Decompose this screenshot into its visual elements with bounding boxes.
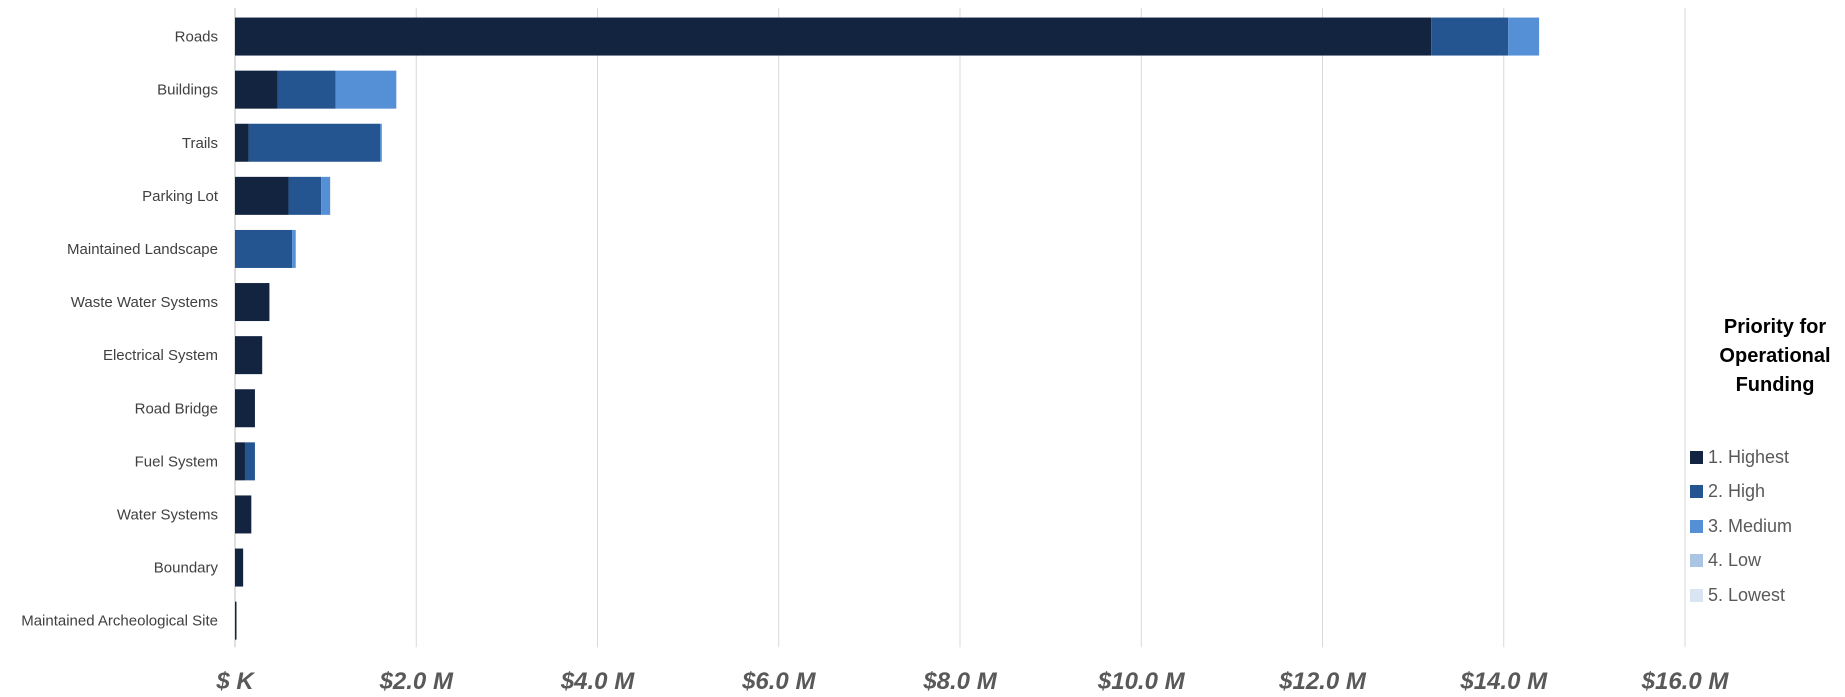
bar-segment: [1431, 17, 1509, 56]
bar-segment: [288, 176, 322, 215]
bar-segment: [235, 601, 237, 640]
legend-label: 5. Lowest: [1708, 584, 1786, 605]
legend-label: 2. High: [1708, 481, 1766, 502]
category-label: Parking Lot: [142, 188, 219, 205]
bar-segment: [235, 70, 278, 109]
legend-item: 5. Lowest: [1690, 578, 1845, 613]
legend-item: 2. High: [1690, 475, 1845, 510]
bar-segment: [235, 176, 289, 215]
category-label: Electrical System: [103, 347, 218, 364]
bar-segment: [235, 229, 293, 268]
bar-segment: [292, 229, 296, 268]
category-label: Buildings: [157, 82, 218, 99]
category-label: Boundary: [154, 560, 219, 577]
legend-item: 1. Highest: [1690, 440, 1845, 475]
category-label: Waste Water Systems: [71, 294, 218, 311]
x-tick-label: $ K: [215, 668, 255, 695]
bar-segment: [235, 495, 252, 534]
x-tick-label: $4.0 M: [560, 668, 635, 695]
legend-swatch: [1690, 588, 1703, 602]
legend-title: Priority for Operational Funding: [1719, 316, 1831, 396]
x-tick-label: $10.0 M: [1097, 668, 1186, 695]
bar-segment: [235, 548, 244, 587]
legend-item: 4. Low: [1690, 544, 1845, 579]
category-label: Maintained Landscape: [67, 241, 218, 258]
category-labels: Roads Buildings Trails Parking Lot Maintaine…: [21, 29, 219, 630]
category-label: Maintained Archeological Site: [21, 613, 218, 630]
gridlines: [234, 8, 1686, 648]
bar-segment: [380, 123, 382, 162]
bar-segment: [235, 17, 1432, 56]
bar-segment: [235, 389, 255, 428]
bar-segment: [277, 70, 336, 109]
category-label: Fuel System: [135, 453, 218, 470]
x-tick-label: $2.0 M: [379, 668, 454, 695]
legend-label: 1. Highest: [1708, 446, 1790, 467]
bars: [235, 17, 1540, 640]
category-label: Water Systems: [117, 506, 218, 523]
x-tick-label: $8.0 M: [922, 668, 997, 695]
x-tick-label: $6.0 M: [741, 668, 816, 695]
bar-segment: [1508, 17, 1540, 56]
bar-segment: [235, 283, 270, 322]
bar-segment: [235, 336, 263, 375]
legend-swatch: [1690, 485, 1703, 499]
bar-segment: [235, 123, 249, 162]
x-axis-tick-labels: $ K $2.0 M $4.0 M $6.0 M $8.0 M $10.0 M $12.0 …: [215, 668, 1729, 695]
bar-segment: [244, 442, 255, 481]
legend-item: 3. Medium: [1690, 509, 1845, 544]
legend-swatch: [1690, 450, 1703, 464]
bar-segment: [335, 70, 397, 109]
legend: Priority for Operational Funding 1. High…: [1690, 313, 1845, 613]
legend-label: 3. Medium: [1708, 515, 1793, 536]
category-label: Road Bridge: [135, 400, 218, 417]
legend-items: 1. Highest 2. High 3. Medium 4. Low 5. Lowes…: [1690, 440, 1845, 613]
x-tick-label: $16.0 M: [1641, 668, 1730, 695]
legend-swatch: [1690, 554, 1703, 568]
category-label: Roads: [175, 29, 218, 46]
legend-swatch: [1690, 519, 1703, 533]
x-tick-label: $14.0 M: [1459, 668, 1548, 695]
x-tick-label: $12.0 M: [1278, 668, 1367, 695]
legend-label: 4. Low: [1708, 550, 1762, 571]
bar-segment: [321, 176, 331, 215]
category-label: Trails: [182, 135, 218, 152]
bar-segment: [235, 442, 245, 481]
bar-segment: [248, 123, 380, 162]
